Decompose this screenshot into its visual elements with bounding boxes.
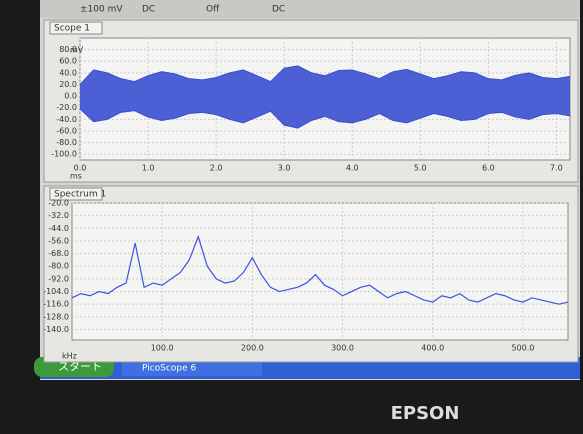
x-unit: ms xyxy=(70,172,82,181)
brand: EPSON xyxy=(391,403,460,424)
page: ±100 mV DC Off DC スタート PicoScope 6 EPSON… xyxy=(0,0,583,434)
y-tick-label: -56.0 xyxy=(48,236,69,245)
y-tick-label: -20.0 xyxy=(48,199,69,208)
x-tick-label: 3.0 xyxy=(278,164,291,173)
y-tick-label: -80.0 xyxy=(48,262,69,271)
y-tick-label: -140.0 xyxy=(43,325,69,334)
y-tick-label: -92.0 xyxy=(48,274,69,283)
photo: ±100 mV DC Off DC スタート PicoScope 6 EPSON… xyxy=(0,0,583,434)
x-tick-label: 6.0 xyxy=(482,164,495,173)
y-tick-label: -60.0 xyxy=(56,126,77,135)
plot-area xyxy=(72,203,568,340)
x-tick-label: 400.0 xyxy=(421,344,444,353)
y-tick-label: 20.0 xyxy=(59,80,77,89)
y-tick-label: 40.0 xyxy=(59,68,77,77)
task-label[interactable]: PicoScope 6 xyxy=(142,364,196,374)
y-tick-label: -100.0 xyxy=(51,150,77,159)
x-tick-label: 500.0 xyxy=(511,344,534,353)
y-tick-label: -116.0 xyxy=(43,300,69,309)
x-tick-label: 1.0 xyxy=(142,164,155,173)
toolbar-item[interactable]: Off xyxy=(206,5,220,15)
y-tick-label: -20.0 xyxy=(56,103,77,112)
x-tick-label: 2.0 xyxy=(210,164,223,173)
toolbar-item[interactable]: DC xyxy=(142,5,155,15)
toolbar-item[interactable]: ±100 mV xyxy=(80,5,123,15)
y-tick-label: -40.0 xyxy=(56,115,77,124)
x-unit: kHz xyxy=(62,352,77,361)
x-tick-label: 4.0 xyxy=(346,164,359,173)
x-tick-label: 200.0 xyxy=(241,344,264,353)
y-tick-label: 0.0 xyxy=(64,92,77,101)
y-tick-label: -32.0 xyxy=(48,211,69,220)
panel-title: Scope 1 xyxy=(54,24,90,34)
x-tick-label: 100.0 xyxy=(151,344,174,353)
toolbar-item[interactable]: DC xyxy=(272,5,285,15)
x-tick-label: 5.0 xyxy=(414,164,427,173)
y-tick-label: -80.0 xyxy=(56,138,77,147)
y-unit: mV xyxy=(70,46,84,55)
y-tick-label: -128.0 xyxy=(43,312,69,321)
y-tick-label: -104.0 xyxy=(43,287,69,296)
x-tick-label: 7.0 xyxy=(550,164,563,173)
y-tick-label: -44.0 xyxy=(48,224,69,233)
y-tick-label: -68.0 xyxy=(48,249,69,258)
y-tick-label: 60.0 xyxy=(59,57,77,66)
x-tick-label: 300.0 xyxy=(331,344,354,353)
